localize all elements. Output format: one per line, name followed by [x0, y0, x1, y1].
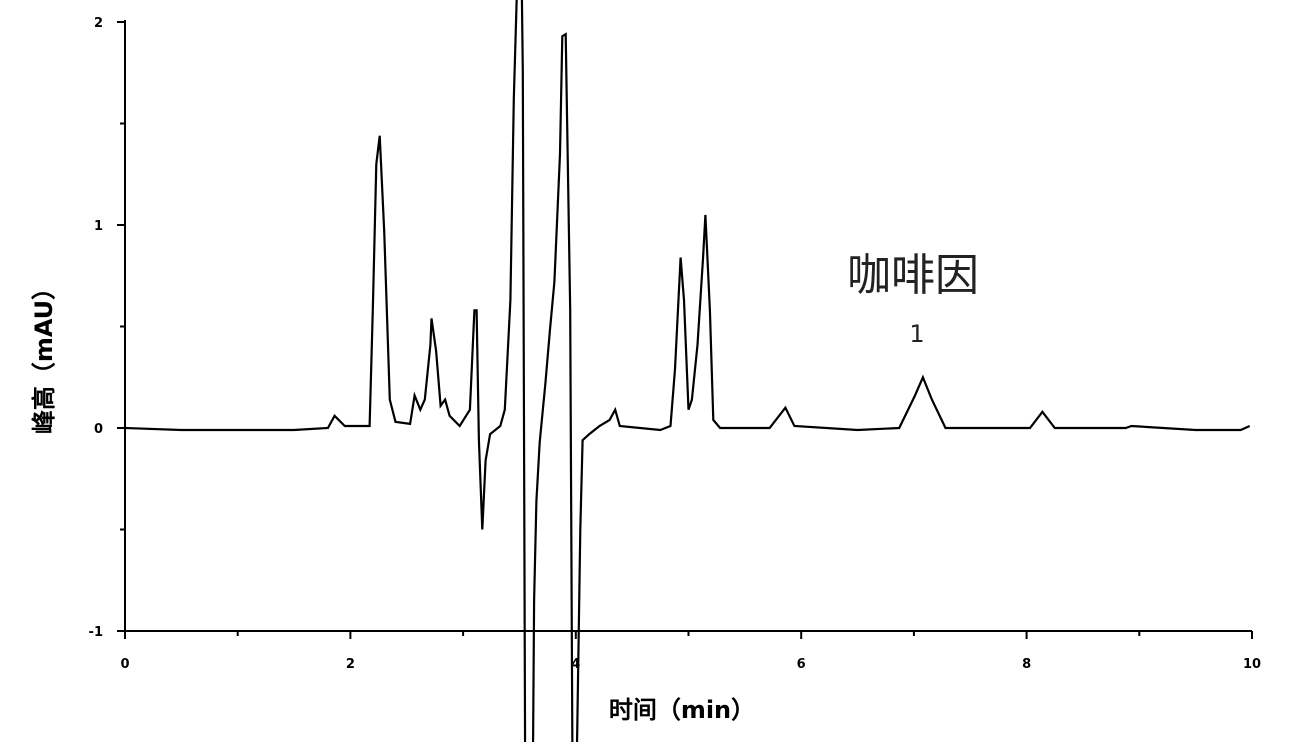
x-tick-label: 2 — [346, 657, 355, 672]
x-tick-label: 10 — [1243, 657, 1261, 672]
annotation-peak-number: 1 — [909, 320, 924, 348]
y-tick-label: -1 — [89, 625, 103, 640]
x-tick-label: 4 — [571, 657, 580, 672]
x-axis-label: 时间（min） — [609, 696, 755, 724]
annotation-caffeine: 咖啡因 — [847, 250, 979, 301]
x-tick-label: 0 — [120, 657, 129, 672]
y-tick-label: 2 — [94, 16, 103, 31]
series-line — [124, 0, 1251, 742]
y-tick-label: 1 — [94, 219, 103, 234]
x-tick-label: 6 — [797, 657, 806, 672]
axes: 0 2 4 6 8 10 -1 0 1 2 — [89, 16, 1262, 672]
y-axis-label: 峰高（mAU） — [30, 276, 58, 434]
y-tick-label: 0 — [94, 422, 103, 437]
x-tick-label: 8 — [1022, 657, 1031, 672]
